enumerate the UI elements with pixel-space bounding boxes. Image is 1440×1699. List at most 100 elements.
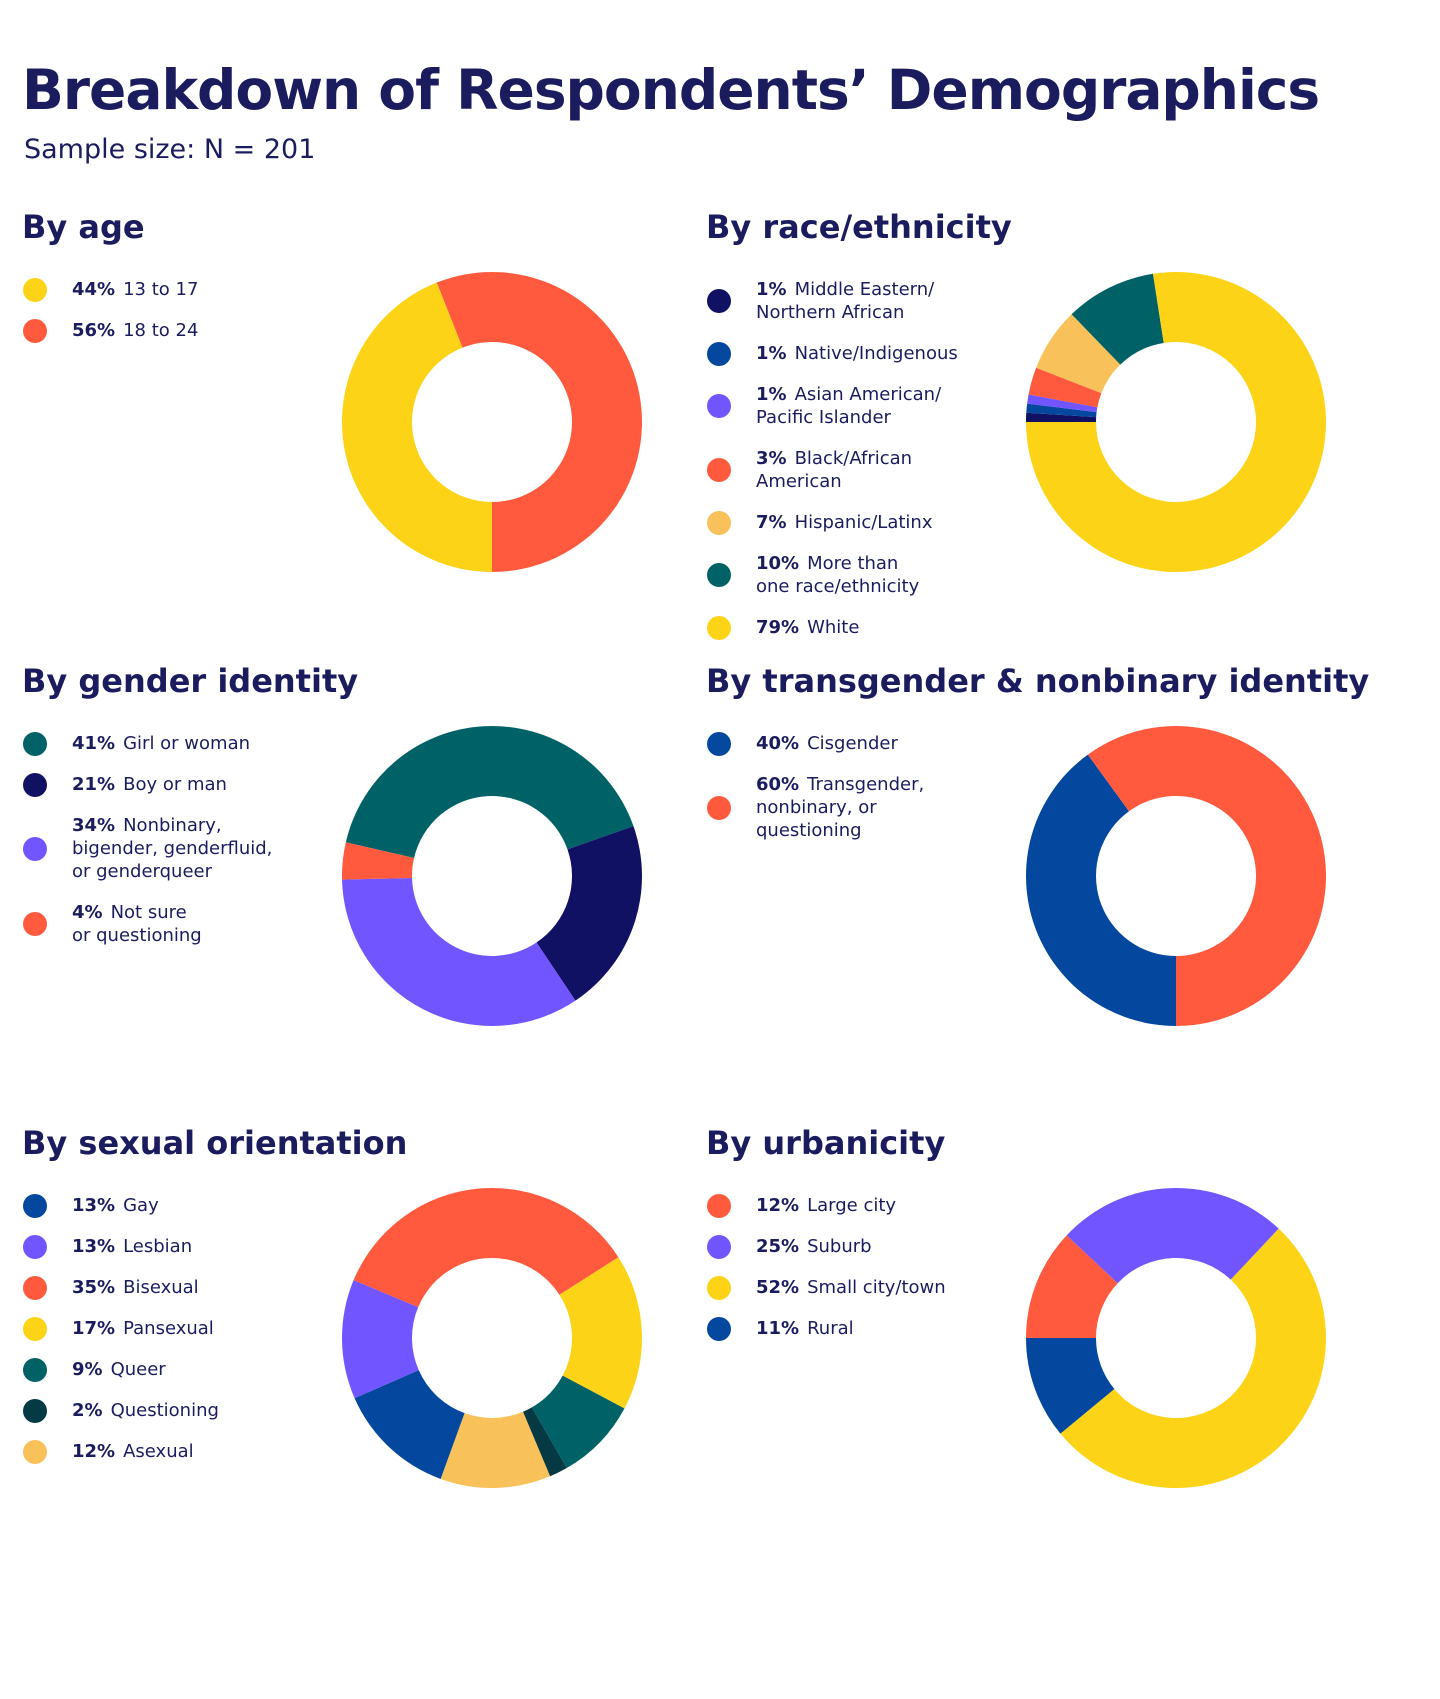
legend-swatch: [707, 795, 731, 820]
chart-legend: 41% Girl or woman 21% Boy or man 34% Nonbinar…: [22, 731, 312, 965]
chart-panel-by-urbanicity: By urbanicity 12% Large city 25% Suburb 52% Sm…: [706, 1124, 1406, 1584]
legend-percent: 35%: [72, 1277, 116, 1298]
legend-label: Transgender, nonbinary, or questioning: [756, 774, 925, 841]
legend-percent: 2%: [72, 1400, 103, 1421]
legend-label: Small city/town: [807, 1277, 946, 1298]
legend-label: Cisgender: [807, 733, 898, 754]
legend-percent: 1%: [756, 343, 787, 364]
legend-label: 18 to 24: [123, 320, 199, 341]
legend-item: 1% Asian American/ Pacific Islander: [706, 383, 996, 429]
legend-swatch: [707, 510, 731, 535]
donut-slice-not-sure-or-questioning: [341, 842, 415, 880]
donut-chart: [1026, 272, 1326, 573]
donut-slice-black-african-american: [1028, 367, 1102, 408]
chart-title: By age: [22, 208, 145, 246]
donut-slice-boy-or-man: [536, 826, 642, 1001]
legend-item: 3% Black/African American: [706, 447, 996, 493]
legend-item: 52% Small city/town: [706, 1275, 996, 1300]
chart-title: By urbanicity: [706, 1124, 946, 1162]
legend-swatch: [23, 912, 47, 936]
donut-slice-18-to-24: [436, 272, 642, 572]
donut-slice-girl-or-woman: [345, 726, 634, 858]
donut-slice-more-than-one-race-ethnicity: [1071, 273, 1164, 365]
legend-percent: 79%: [756, 617, 800, 638]
legend-percent: 52%: [756, 1277, 800, 1298]
chart-panel-by-sexual-orientation: By sexual orientation 13% Gay 13% Lesbian 35%…: [22, 1124, 722, 1584]
legend-item: 25% Suburb: [706, 1234, 996, 1259]
legend-item: 11% Rural: [706, 1316, 996, 1341]
legend-label: Asian American/ Pacific Islander: [756, 384, 942, 428]
donut-slice-cisgender: [1026, 754, 1176, 1026]
legend-label: Nonbinary, bigender, genderfluid, or gen…: [72, 815, 273, 882]
donut-slice-bisexual: [353, 1188, 619, 1308]
legend-label: Pansexual: [123, 1318, 214, 1339]
legend-percent: 44%: [72, 279, 116, 300]
legend-item: 12% Asexual: [22, 1439, 312, 1464]
legend-label: Black/African American: [756, 448, 913, 492]
legend-percent: 13%: [72, 1195, 116, 1216]
legend-label: Boy or man: [123, 774, 227, 795]
legend-item: 44% 13 to 17: [22, 277, 312, 302]
chart-panel-by-age: By age 44% 13 to 17 56% 18 to 24: [22, 208, 722, 668]
legend-label: Bisexual: [123, 1277, 199, 1298]
chart-panel-by-race-ethnicity: By race/ethnicity 1% Middle Eastern/ North…: [706, 208, 1406, 668]
donut-chart: [1026, 726, 1327, 1026]
donut-slice-transgender-nonbinary-or-questioning: [1087, 726, 1327, 1026]
legend-item: 13% Gay: [22, 1193, 312, 1218]
legend-swatch: [23, 1193, 47, 1218]
legend-swatch: [707, 341, 731, 366]
legend-item: 12% Large city: [706, 1193, 996, 1218]
legend-item: 40% Cisgender: [706, 731, 996, 756]
legend-label: Not sure or questioning: [72, 902, 202, 946]
legend-percent: 1%: [756, 384, 787, 405]
legend-percent: 41%: [72, 733, 116, 754]
legend-label: More than one race/ethnicity: [756, 553, 920, 597]
legend-label: 13 to 17: [123, 279, 199, 300]
legend-percent: 1%: [756, 279, 787, 300]
donut-slice-native-indigenous: [1026, 403, 1097, 418]
legend-swatch: [707, 563, 731, 587]
donut-chart: [341, 726, 642, 1027]
chart-title: By transgender & nonbinary identity: [706, 662, 1370, 700]
legend-swatch: [707, 394, 731, 418]
donut-slice-white: [1026, 272, 1326, 573]
legend-swatch: [707, 615, 731, 640]
legend-swatch: [707, 289, 731, 313]
donut-slice-suburb: [1066, 1187, 1279, 1284]
chart-title: By gender identity: [22, 662, 359, 700]
chart-panel-by-gender-identity: By gender identity 41% Girl or woman 21% Boy…: [22, 662, 722, 1122]
donut-slice-middle-eastern-northern-african: [1026, 412, 1097, 422]
legend-label: Suburb: [807, 1236, 872, 1257]
legend-item: 21% Boy or man: [22, 772, 312, 797]
legend-swatch: [23, 836, 47, 861]
donut-slice-nonbinary-bigender-genderfluid-or-genderqueer: [342, 877, 576, 1027]
legend-percent: 11%: [756, 1318, 800, 1339]
chart-panel-by-transgender-nonbinary-identity: By transgender & nonbinary identity 40% Ci…: [706, 662, 1406, 1122]
legend-label: Hispanic/Latinx: [794, 512, 933, 533]
legend-swatch: [707, 731, 731, 756]
legend-label: Asexual: [123, 1441, 194, 1462]
legend-percent: 12%: [756, 1195, 800, 1216]
legend-item: 13% Lesbian: [22, 1234, 312, 1259]
donut-slice-asexual: [440, 1411, 551, 1488]
legend-item: 2% Questioning: [22, 1398, 312, 1423]
legend-label: Girl or woman: [123, 733, 251, 754]
donut-slice-rural: [1026, 1338, 1115, 1434]
legend-swatch: [707, 1234, 731, 1259]
chart-legend: 12% Large city 25% Suburb 52% Small city/town…: [706, 1193, 996, 1358]
legend-percent: 4%: [72, 902, 103, 923]
legend-swatch: [23, 1398, 47, 1423]
chart-title: By sexual orientation: [22, 1124, 408, 1162]
donut-slice-asian-american-pacific-islander: [1027, 394, 1098, 413]
donut-slice-large-city: [1026, 1235, 1118, 1338]
legend-label: Middle Eastern/ Northern African: [756, 279, 935, 323]
legend-percent: 13%: [72, 1236, 116, 1257]
chart-legend: 40% Cisgender 60% Transgender, nonbinary, o…: [706, 731, 996, 860]
donut-slice-questioning: [522, 1407, 567, 1477]
chart-legend: 1% Middle Eastern/ Northern African 1% Nati…: [706, 278, 996, 657]
legend-percent: 34%: [72, 815, 116, 836]
legend-item: 9% Queer: [22, 1357, 312, 1382]
donut-chart: [341, 272, 642, 572]
legend-label: Large city: [807, 1195, 897, 1216]
donut-slice-small-city-town: [1060, 1228, 1326, 1488]
